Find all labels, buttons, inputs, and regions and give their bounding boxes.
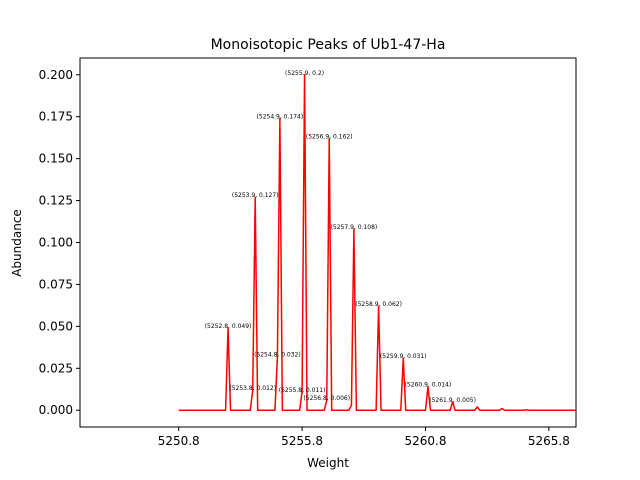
y-tick-label: 0.125 [39, 194, 73, 208]
peak-annotation: (5256.8, 0.006) [303, 395, 350, 402]
peak-annotation: (5253.8, 0.012) [229, 385, 276, 392]
x-tick-label: 5255.8 [281, 434, 323, 448]
peak-annotation: (5259.9, 0.031) [380, 353, 427, 360]
peak-annotation: (5261.9, 0.005) [429, 397, 476, 404]
y-tick-label: 0.025 [39, 361, 73, 375]
axes-frame [79, 57, 577, 428]
series-line [178, 74, 576, 411]
x-tick-label: 5260.8 [404, 434, 446, 448]
y-tick-label: 0.200 [39, 68, 73, 82]
y-tick-label: 0.075 [39, 277, 73, 291]
chart-title: Monoisotopic Peaks of Ub1-47-Ha [211, 37, 446, 53]
peak-annotation: (5253.9, 0.127) [232, 192, 279, 199]
y-tick-label: 0.175 [39, 110, 73, 124]
peak-annotation: (5254.9, 0.174) [257, 113, 304, 120]
peak-annotation: (5254.8, 0.032) [254, 352, 301, 359]
y-tick-label: 0.100 [39, 236, 73, 250]
annotation-layer: (5252.8, 0.049) (5253.8, 0.012) (5253.9, 0… [205, 70, 476, 404]
y-axis-label: Abundance [10, 209, 24, 277]
peak-annotation: (5258.9, 0.062) [355, 301, 402, 308]
x-tick-label: 5265.8 [528, 434, 570, 448]
x-axis: 5250.8 5255.8 5260.8 5265.8 [158, 427, 570, 448]
x-axis-label: Weight [307, 456, 349, 470]
peak-annotation: (5255.9, 0.2) [285, 70, 324, 77]
y-tick-label: 0.150 [39, 152, 73, 166]
peak-annotation: (5260.9, 0.014) [405, 382, 452, 389]
x-tick-label: 5250.8 [158, 434, 200, 448]
peak-annotation: (5256.9, 0.162) [306, 134, 353, 141]
y-tick-label: 0.050 [39, 319, 73, 333]
series-layer [178, 74, 576, 411]
peak-annotation: (5252.8, 0.049) [205, 323, 252, 330]
peak-annotation: (5255.8, 0.011) [279, 387, 326, 394]
y-axis: 0.000 0.025 0.050 0.075 0.100 0.125 0.150 0.175… [39, 68, 80, 417]
y-tick-label: 0.000 [39, 403, 73, 417]
peak-annotation: (5257.9, 0.108) [331, 224, 378, 231]
